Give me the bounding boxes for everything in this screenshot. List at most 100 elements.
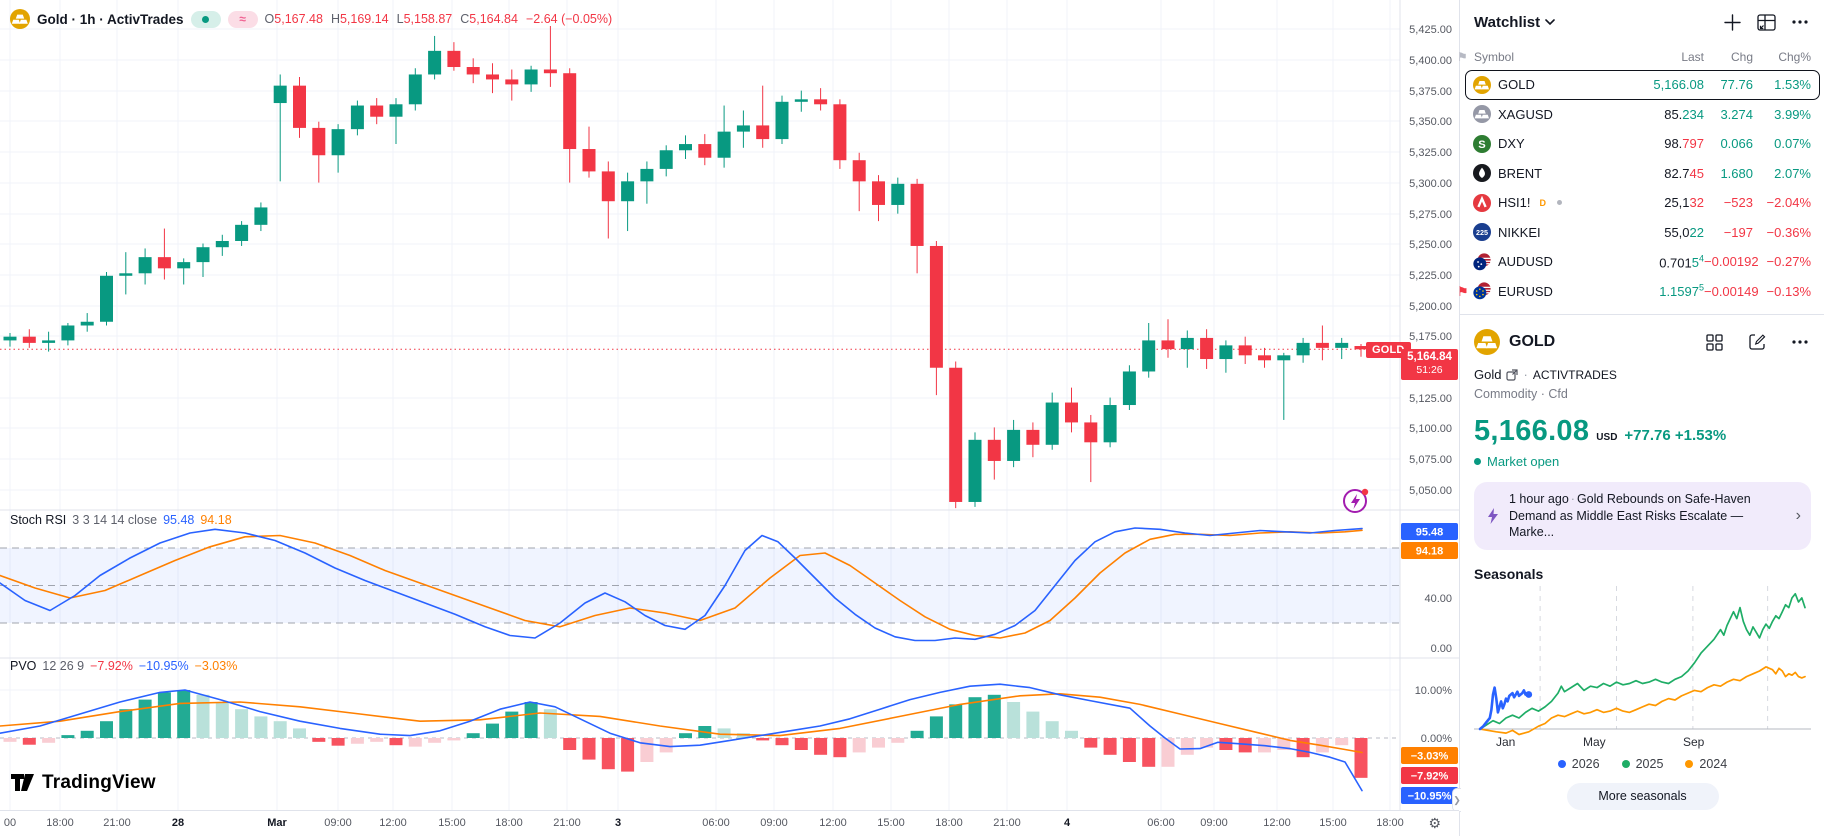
pvo-orange-value: −3.03% [194,659,238,673]
external-link-icon[interactable] [1506,368,1519,381]
last-price-label: 5,164.84 51:26 [1401,349,1458,380]
news-headline: Gold Rebounds on Safe-Haven Demand as Mi… [1509,492,1751,539]
svg-text:5,350.00: 5,350.00 [1409,116,1452,128]
symbol-name: DXY [1498,136,1525,152]
axis-settings-icon[interactable]: ⚙ [1428,815,1441,831]
brent-icon [1473,164,1491,183]
watchlist-columns[interactable]: ⚑ Symbol Last Chg Chg% [1457,44,1824,70]
svg-text:5,400.00: 5,400.00 [1409,55,1452,67]
status-pill[interactable] [190,10,221,28]
time-label: 18:00 [46,817,74,829]
change-cell: −0.00149 [1704,283,1759,299]
legend-item-2026[interactable]: 2026 [1557,757,1600,771]
change-cell: 1.680 [1720,165,1753,181]
svg-text:Jan: Jan [1496,735,1515,749]
column-last: Last [1681,50,1704,64]
watchlist-row-eurusd[interactable]: ⚑ EURUSD 1.15975 −0.00149 −0.13% [1457,277,1824,307]
svg-text:40.00: 40.00 [1424,593,1452,605]
svg-text:5,275.00: 5,275.00 [1409,209,1452,221]
layout-grid-button[interactable] [1703,331,1725,353]
time-label: 21:00 [103,817,131,829]
svg-text:5,125.00: 5,125.00 [1409,393,1452,405]
seasonals-chart: Jan May Sep [1474,585,1811,749]
symbol-name: HSI1! [1498,195,1531,211]
watchlist-title[interactable]: Watchlist [1474,14,1555,31]
main-chart[interactable]: 5,425.00 5,400.00 5,375.00 5,350.00 5,325.00… [0,0,1459,810]
news-card[interactable]: 1 hour ago · Gold Rebounds on Safe-Haven D… [1474,482,1811,550]
delayed-badge: D [1539,197,1547,208]
stoch-k-value: 95.48 [163,513,195,527]
column-chgp: Chg% [1778,50,1811,64]
svg-text:5,050.00: 5,050.00 [1409,485,1452,497]
last-price-cell: 5,166.08 [1653,77,1704,93]
chevron-right-icon[interactable]: › [1795,506,1801,524]
watchlist-row-hsi1[interactable]: HSI1! D 25,132 −523 −2.04% [1460,188,1824,218]
watchlist-row-dxy[interactable]: S DXY 98.797 0.066 0.07% [1460,129,1824,159]
last-price-cell: 55,022 [1664,224,1704,240]
gold-coin-icon [1474,329,1500,355]
change-cell: 0.066 [1720,136,1753,152]
hsi-icon [1473,193,1491,212]
watchlist-row-xagusd[interactable]: XAGUSD 85.234 3.274 3.99% [1460,100,1824,130]
watchlist-row-nikkei[interactable]: 225 NIKKEI 55,022 −197 −0.36% [1460,218,1824,248]
flag-column-icon: ⚑ [1457,50,1468,64]
change-pct-cell: 3.99% [1774,106,1811,122]
change-cell: −197 [1723,224,1753,240]
instrument-type: Commodity · Cfd [1474,387,1568,401]
stoch-rsi-legend[interactable]: Stoch RSI 3 3 14 14 close 95.48 94.18 [10,513,232,527]
svg-text:95.48: 95.48 [1416,527,1444,539]
watchlist-header: Watchlist [1460,0,1824,44]
pvo-blue-value: −10.95% [138,659,189,673]
silver-icon [1473,105,1491,124]
change-pct-cell: −0.36% [1766,224,1811,240]
time-label: 15:00 [1319,817,1347,829]
symbol-name: GOLD [1498,77,1535,93]
symbol-legend[interactable]: Gold · 1h · ActivTrades ≈ O5,167.48 H5,1… [10,9,612,29]
chart-title: Gold · 1h · ActivTrades [37,11,184,27]
svg-text:5,175.00: 5,175.00 [1409,331,1452,343]
approx-pill[interactable]: ≈ [227,10,258,28]
change-pct-cell: −2.04% [1766,195,1811,211]
flag-icon[interactable]: ⚑ [1457,283,1469,299]
symbol-name: BRENT [1498,165,1543,181]
time-label: 21:00 [993,817,1021,829]
time-label: 28 [171,817,185,829]
pvo-legend[interactable]: PVO 12 26 9 −7.92% −10.95% −3.03% [10,659,238,673]
svg-text:−7.92%: −7.92% [1411,771,1449,783]
svg-text:0.00%: 0.00% [1421,733,1452,745]
add-symbol-button[interactable] [1721,11,1743,33]
bar-countdown: 51:26 [1416,364,1443,376]
watchlist-row-audusd[interactable]: AUDUSD 0.70154 −0.00192 −0.27% [1460,247,1824,277]
svg-text:Sep: Sep [1683,735,1705,749]
time-label: 09:00 [324,817,352,829]
panel-collapse-handle[interactable]: ❯ [1452,788,1461,812]
watchlist-more-button[interactable] [1789,11,1811,33]
seasonals-legend[interactable]: 2026 2025 2024 [1474,757,1811,771]
detail-name[interactable]: Gold [1474,367,1502,382]
legend-item-2025[interactable]: 2025 [1621,757,1663,771]
watchlist-layout-button[interactable] [1755,11,1777,33]
legend-item-2024[interactable]: 2024 [1685,757,1727,771]
detail-more-button[interactable] [1789,331,1811,353]
svg-text:0.00: 0.00 [1431,643,1452,655]
change-cell: −523 [1723,195,1753,211]
time-axis[interactable]: 00 18:00 21:00 28 Mar 09:00 12:00 15:00 18:00 21:… [0,810,1459,836]
symbol-name: EURUSD [1498,283,1553,299]
market-status: Market open [1474,454,1811,469]
green-dot-icon [202,15,210,23]
audusd-icon [1473,253,1491,271]
watchlist-row-brent[interactable]: BRENT 82.745 1.680 2.07% [1460,159,1824,189]
lightning-icon [1488,507,1498,524]
watchlist-row-gold[interactable]: GOLD 5,166.08 77.76 1.53% [1460,70,1824,100]
tradingview-logo[interactable]: TradingView [10,772,156,794]
stoch-d-value: 94.18 [200,513,232,527]
flash-event-icon[interactable] [1341,486,1369,514]
edit-note-button[interactable] [1746,331,1768,353]
svg-text:10.00%: 10.00% [1415,685,1453,697]
change-pct-cell: 2.07% [1774,165,1811,181]
svg-text:5,425.00: 5,425.00 [1409,24,1452,36]
more-seasonals-button[interactable]: More seasonals [1566,782,1719,810]
gold-coin-icon [10,9,30,29]
gold-icon [1473,75,1491,94]
